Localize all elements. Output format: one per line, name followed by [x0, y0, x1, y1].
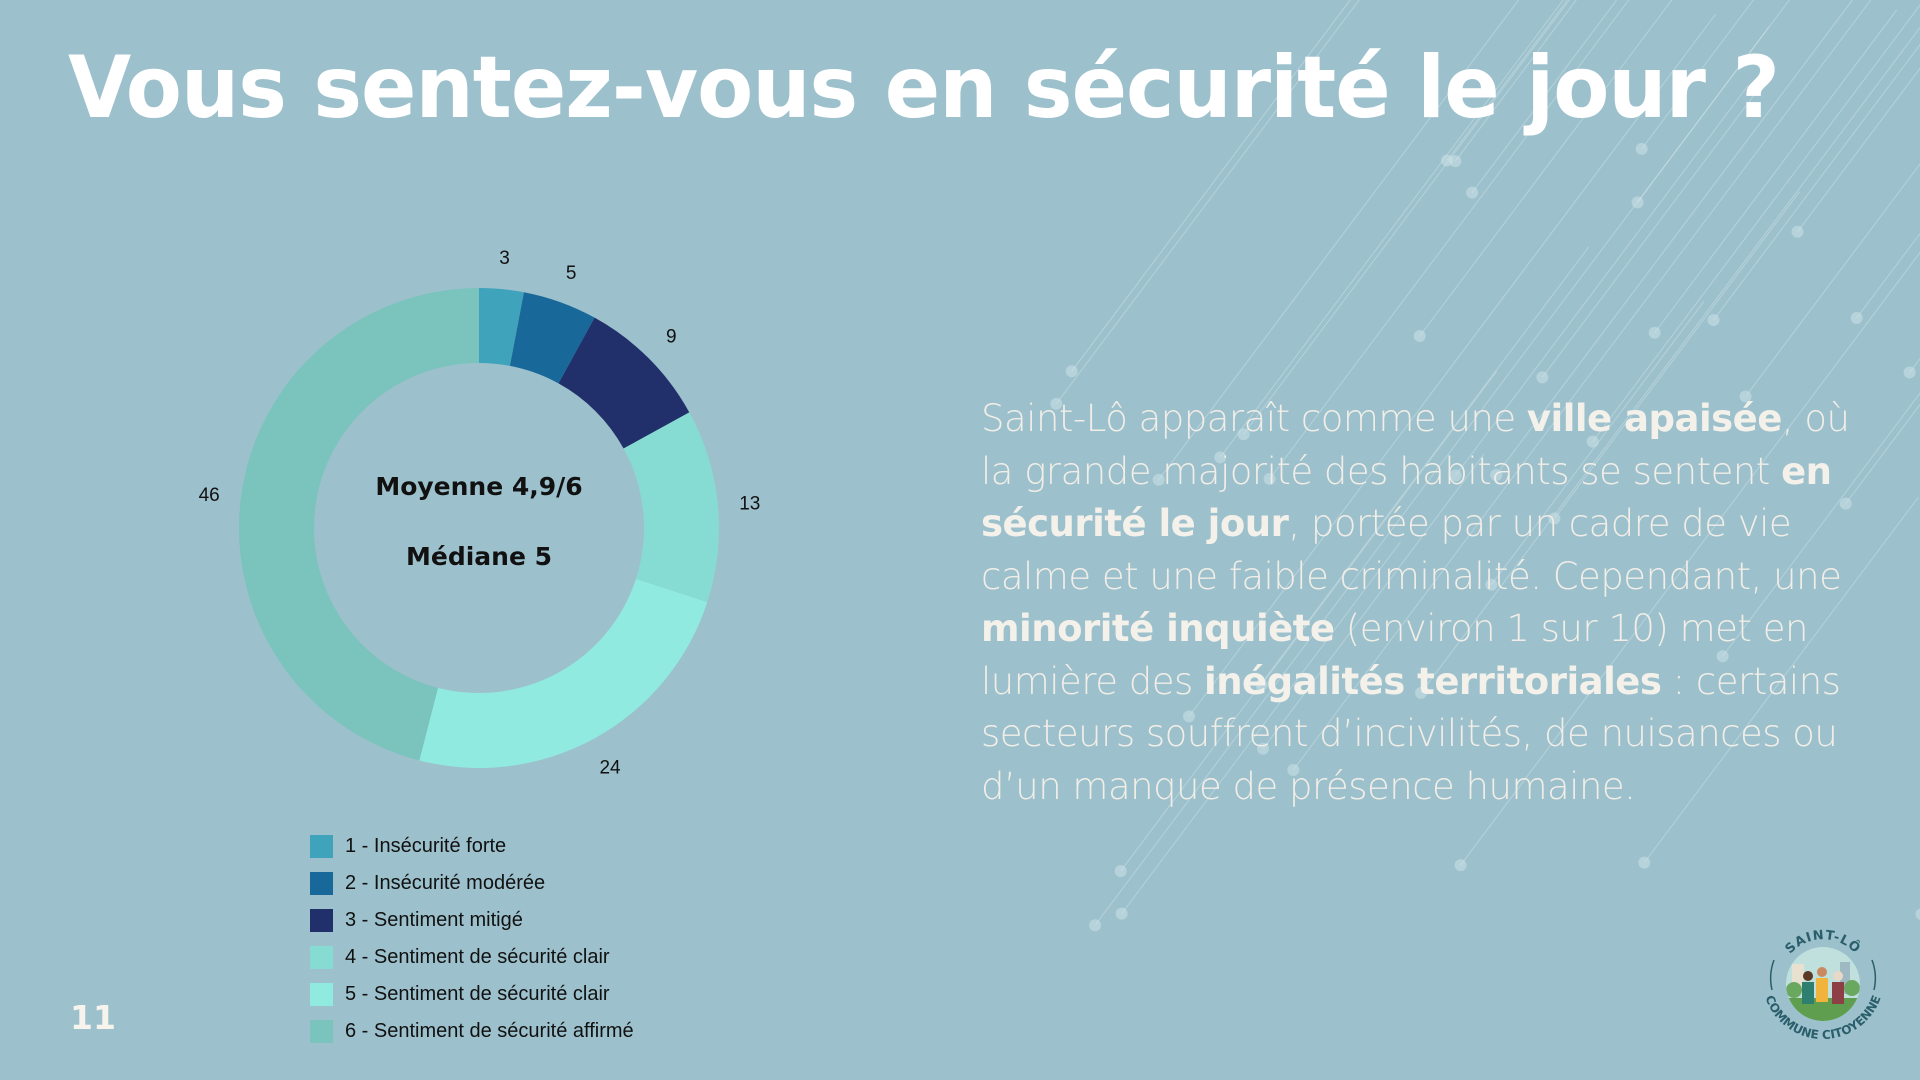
legend-item: 3 - Sentiment mitigé — [310, 902, 634, 939]
summary-paragraph: Saint-Lô apparaît comme une ville apaisé… — [981, 393, 1861, 813]
data-label-6: 46 — [199, 485, 220, 506]
legend-item: 1 - Insécurité forte — [310, 828, 634, 865]
body-text: : certains secteurs souffrent d’incivili… — [981, 659, 1841, 808]
logo-illustration — [1786, 947, 1860, 1021]
legend-swatch — [310, 946, 333, 969]
logo-ring-left — [1769, 959, 1775, 991]
body-text: , où la grande majorité des habitants se… — [981, 397, 1850, 493]
donut-segments — [238, 288, 719, 769]
donut-data-labels: 3 5 9 13 24 46 — [199, 248, 761, 778]
legend-swatch — [310, 909, 333, 932]
legend-item: 5 - Sentiment de sécurité clair — [310, 976, 634, 1013]
data-label-5: 24 — [599, 757, 621, 778]
donut-segment-3 — [558, 317, 690, 449]
data-label-1: 3 — [499, 248, 510, 269]
legend-label: 2 - Insécurité modérée — [345, 872, 546, 894]
legend-item: 4 - Sentiment de sécurité clair — [310, 939, 634, 976]
data-label-2: 5 — [566, 263, 577, 284]
legend-label: 6 - Sentiment de sécurité affirmé — [345, 1020, 634, 1042]
body-text: (environ 1 sur 10) met en lumière des — [981, 607, 1808, 703]
chart-legend: 1 - Insécurité forte 2 - Insécurité modér… — [310, 828, 634, 1050]
page-number: 11 — [70, 998, 116, 1037]
donut-segment-6 — [238, 288, 479, 761]
emphasis-text: en sécurité le jour — [981, 449, 1832, 546]
saint-lo-commune-citoyenne-logo: SAINT-LÔ COMMUNE CITOYENNE — [1762, 928, 1883, 1042]
legend-label: 4 - Sentiment de sécurité clair — [345, 946, 610, 968]
legend-swatch — [310, 835, 333, 858]
data-label-3: 9 — [666, 327, 677, 348]
legend-swatch — [310, 1020, 333, 1043]
median-label: Médiane 5 — [405, 542, 553, 571]
legend-swatch — [310, 872, 333, 895]
donut-segment-5 — [419, 578, 708, 769]
data-label-4: 13 — [739, 493, 760, 514]
page-title: Vous sentez-vous en sécurité le jour ? — [68, 38, 1780, 138]
legend-label: 3 - Sentiment mitigé — [345, 909, 523, 931]
donut-segment-2 — [509, 292, 595, 384]
emphasis-text: inégalités territoriales — [1204, 659, 1662, 703]
legend-label: 1 - Insécurité forte — [345, 835, 507, 857]
body-text: Saint-Lô apparaît comme une — [981, 397, 1527, 440]
legend-item: 2 - Insécurité modérée — [310, 865, 634, 902]
donut-segment-4 — [623, 412, 719, 603]
logo-ring-right — [1871, 959, 1877, 991]
legend-swatch — [310, 983, 333, 1006]
donut-segment-1 — [479, 288, 524, 366]
legend-label: 5 - Sentiment de sécurité clair — [345, 983, 610, 1005]
body-text: , portée par un cadre de vie calme et un… — [981, 502, 1842, 598]
emphasis-text: ville apaisée — [1526, 397, 1782, 440]
mean-label: Moyenne 4,9/6 — [375, 472, 583, 501]
emphasis-text: minorité inquiète — [981, 607, 1335, 650]
legend-item: 6 - Sentiment de sécurité affirmé — [310, 1013, 634, 1050]
